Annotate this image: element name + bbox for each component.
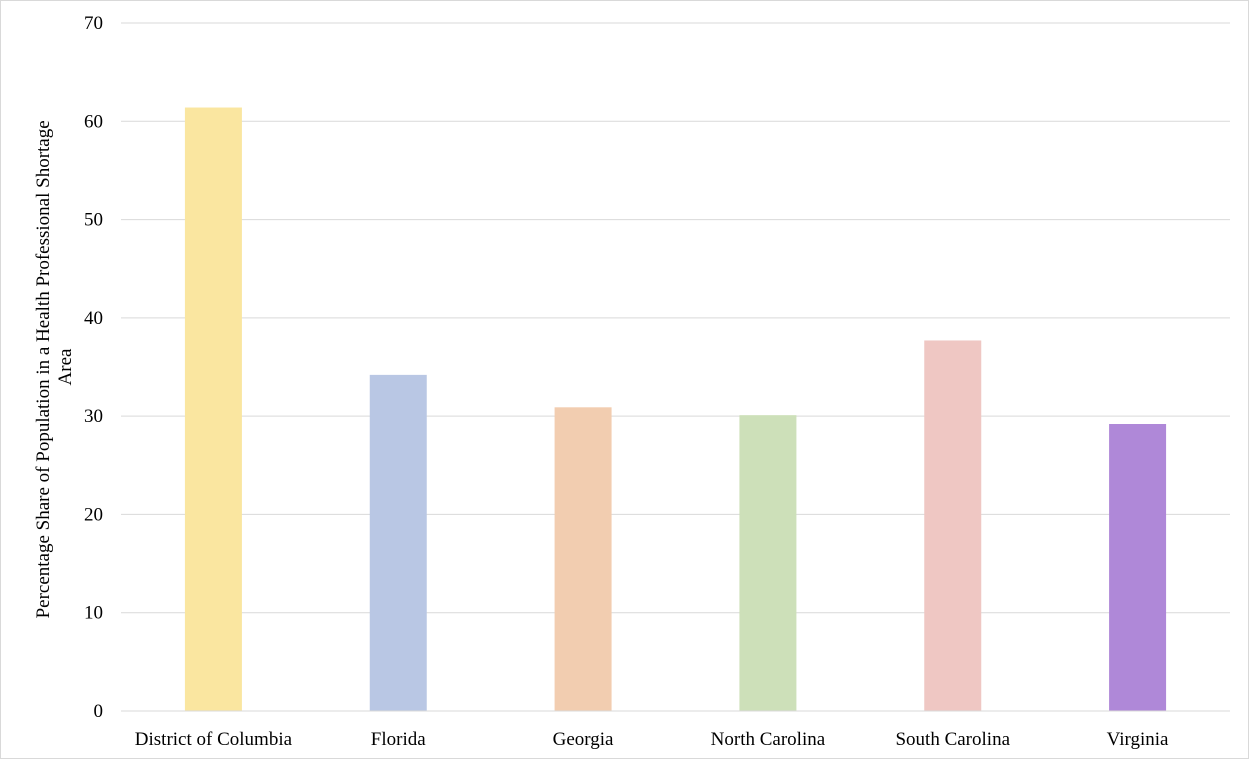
bar-south-carolina	[924, 340, 982, 711]
y-tick-label: 50	[84, 210, 103, 231]
bar-florida	[369, 374, 427, 711]
x-tick-label: Virginia	[1107, 729, 1169, 750]
x-tick-label: North Carolina	[711, 729, 826, 750]
x-tick-label: South Carolina	[895, 729, 1010, 750]
y-tick-label: 0	[94, 701, 104, 722]
bar-district-of-columbia	[184, 107, 242, 712]
y-tick-label: 20	[84, 504, 103, 525]
bar-north-carolina	[739, 415, 797, 711]
y-tick-label: 40	[84, 308, 103, 329]
gridlines	[121, 22, 1230, 614]
y-tick-label: 70	[84, 13, 103, 34]
x-tick-label: Georgia	[553, 729, 614, 750]
y-axis-title: Percentage Share of Population in a Heal…	[33, 116, 76, 619]
y-axis-title-line-2: Area	[55, 348, 76, 385]
x-tick-label: District of Columbia	[135, 729, 293, 750]
y-axis-title-line-1: Percentage Share of Population in a Heal…	[33, 120, 54, 618]
bar-georgia	[554, 407, 612, 711]
bars	[184, 107, 1167, 712]
x-tick-label: Florida	[371, 729, 426, 750]
y-axis-tick-labels: 0 10 20 30 40 50 60 70	[84, 13, 103, 722]
y-tick-label: 10	[84, 603, 103, 624]
x-axis-tick-labels: District of Columbia Florida Georgia North …	[135, 729, 1169, 750]
bar-virginia	[1109, 424, 1167, 711]
y-tick-label: 30	[84, 406, 103, 427]
y-tick-label: 60	[84, 111, 103, 132]
